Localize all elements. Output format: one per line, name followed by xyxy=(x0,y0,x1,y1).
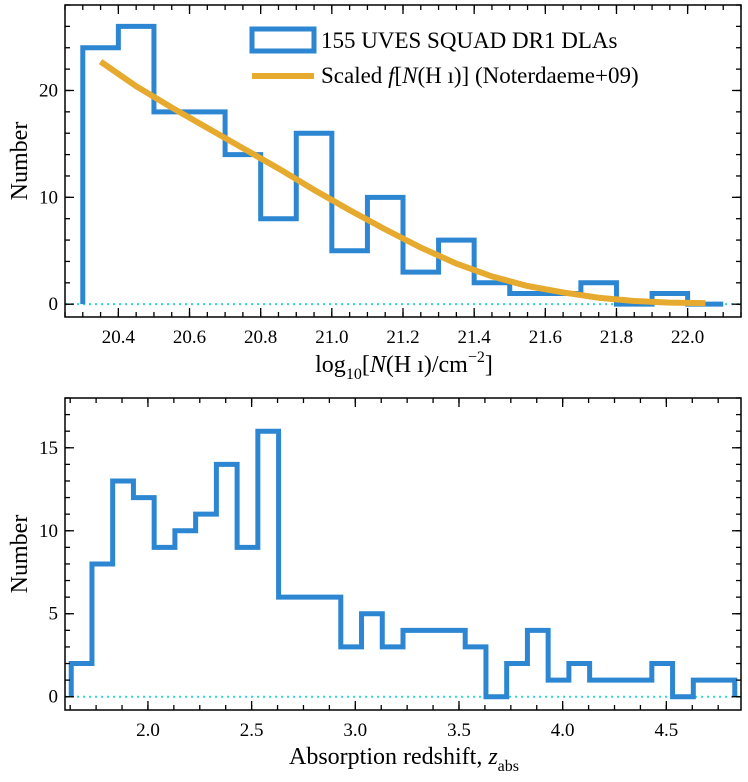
zabs-ytick-label: 15 xyxy=(39,438,58,459)
nhi-xlabel: log10[N(H ı)/cm−2] xyxy=(315,349,493,383)
legend-hist-swatch xyxy=(249,26,317,54)
nhi-xtick-label: 21.0 xyxy=(315,327,348,348)
zabs-xtick-label: 3.5 xyxy=(447,720,471,741)
nhi-plot-marks xyxy=(65,23,741,307)
zabs-ytick-label: 5 xyxy=(49,604,59,625)
zabs-plot-frame xyxy=(64,397,742,711)
zabs-axis-ticks: 2.0 2.5 3.0 3.5 4.0 4.5 0 5 10 15 xyxy=(39,397,741,741)
zabs-xtick-label: 4.5 xyxy=(654,720,678,741)
zabs-xtick-label: 4.0 xyxy=(551,720,575,741)
nhi-xtick-label: 20.6 xyxy=(173,327,206,348)
zabs-histogram-steps xyxy=(68,428,738,700)
nhi-xtick-label: 20.8 xyxy=(244,327,277,348)
zabs-ytick-label: 10 xyxy=(39,521,58,542)
nhi-ytick-label: 10 xyxy=(39,187,58,208)
nhi-histogram-panel: 20.4 20.6 20.8 21.0 21.2 21.4 21.6 21.8 22.0 0 10 2… xyxy=(7,4,742,383)
nhi-xtick-label: 21.2 xyxy=(386,327,419,348)
legend-hist-label: 155 UVES SQUAD DR1 DLAs xyxy=(321,28,618,53)
nhi-ylabel: Number xyxy=(7,122,33,201)
nhi-xtick-label: 20.4 xyxy=(102,327,136,348)
zabs-xtick-label: 2.0 xyxy=(136,720,160,741)
zabs-ytick-label: 0 xyxy=(49,687,59,708)
legend: 155 UVES SQUAD DR1 DLAs Scaled f[N(H ı)]… xyxy=(249,26,639,88)
nhi-xtick-label: 21.6 xyxy=(529,327,562,348)
zabs-histogram-panel: 2.0 2.5 3.0 3.5 4.0 4.5 0 5 10 15 Number Absorpti… xyxy=(7,397,742,775)
zabs-ylabel: Number xyxy=(7,515,33,594)
zabs-xtick-label: 2.5 xyxy=(240,720,264,741)
nhi-ytick-label: 20 xyxy=(39,80,58,101)
zabs-xtick-label: 3.0 xyxy=(343,720,367,741)
nhi-ytick-label: 0 xyxy=(49,294,59,315)
nhi-xtick-label: 21.4 xyxy=(458,327,492,348)
zabs-xlabel: Absorption redshift, zabs xyxy=(289,744,519,775)
nhi-axis-ticks: 20.4 20.6 20.8 21.0 21.2 21.4 21.6 21.8 22.0 0 10 2… xyxy=(39,4,742,348)
legend-model-label: Scaled f[N(H ı)] (Noterdaeme+09) xyxy=(321,63,639,88)
nhi-model-curve xyxy=(98,59,706,307)
nhi-xtick-label: 21.8 xyxy=(600,327,633,348)
zabs-plot-marks xyxy=(65,428,741,700)
nhi-xtick-label: 22.0 xyxy=(671,327,704,348)
